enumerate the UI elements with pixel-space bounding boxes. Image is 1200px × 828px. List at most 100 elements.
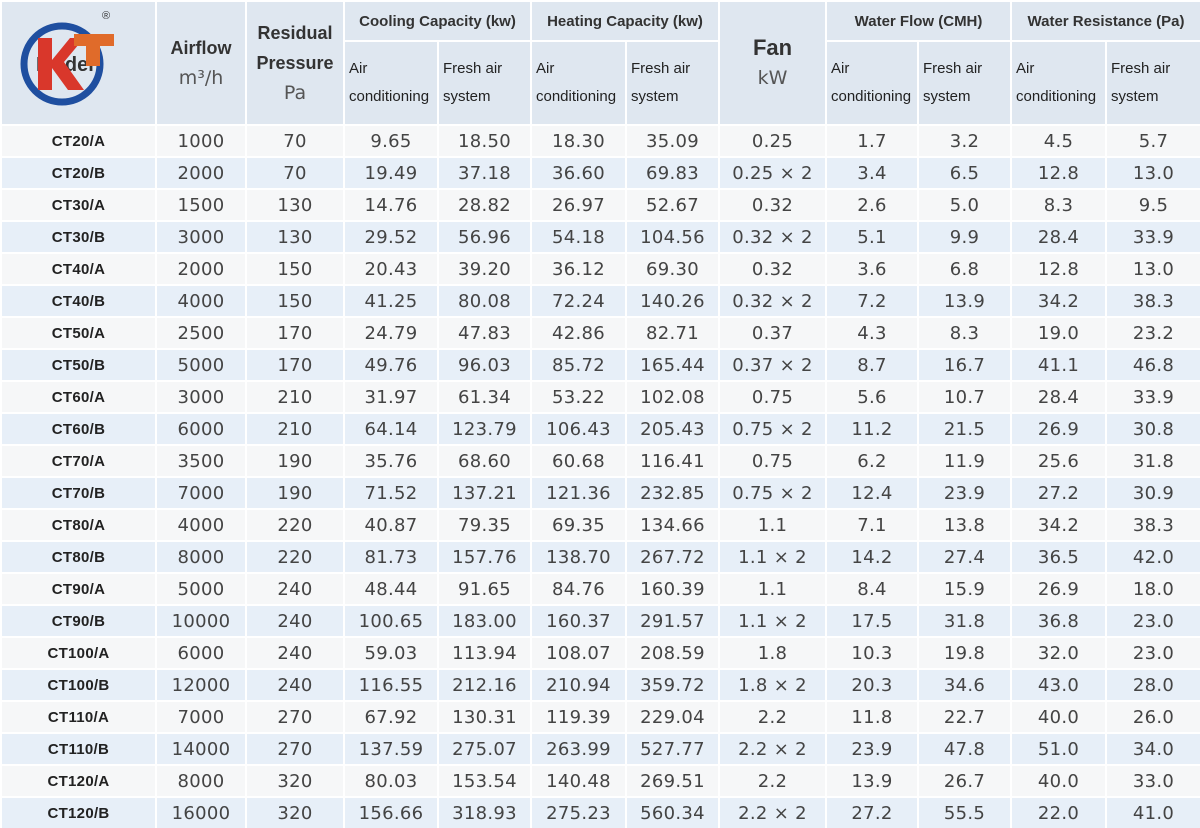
value-cell: 69.35 (530, 508, 627, 542)
value-cell: 1.8 (718, 636, 827, 670)
model-cell: CT100/B (0, 668, 157, 702)
value-cell: 0.32 × 2 (718, 220, 827, 254)
value-cell: 6000 (155, 412, 247, 446)
value-cell: 7.2 (825, 284, 919, 318)
value-cell: 28.0 (1105, 668, 1200, 702)
value-cell: 9.5 (1105, 188, 1200, 222)
value-cell: 20.43 (343, 252, 439, 286)
table-row: CT30/A 1500 130 14.76 28.82 26.97 52.67 0.32 2.6… (0, 188, 1200, 222)
value-cell: 150 (245, 252, 345, 286)
value-cell: 33.0 (1105, 764, 1200, 798)
value-cell: 5.0 (916, 188, 1013, 222)
subheader: Fresh air system (625, 40, 720, 126)
table-row: CT20/B 2000 70 19.49 37.18 36.60 69.83 0.25 × 2… (0, 156, 1200, 190)
value-cell: 26.7 (916, 764, 1013, 798)
registered-mark: ® (102, 10, 111, 22)
value-cell: 320 (245, 764, 345, 798)
value-cell: 59.03 (343, 636, 439, 670)
subheader-row: Air conditioning Fresh air system Air co… (1, 40, 1200, 126)
value-cell: 34.2 (1010, 508, 1108, 542)
cooling-header: Cooling Capacity (kw) (343, 0, 532, 42)
value-cell: 42.86 (530, 316, 627, 350)
subheader: Air conditioning (825, 40, 919, 126)
value-cell: 12.4 (825, 476, 919, 510)
value-cell: 9.65 (343, 124, 439, 158)
value-cell: 190 (245, 476, 345, 510)
value-cell: 48.44 (343, 572, 439, 606)
value-cell: 31.8 (1105, 444, 1200, 478)
value-cell: 19.8 (916, 636, 1013, 670)
value-cell: 291.57 (625, 604, 720, 638)
value-cell: 91.65 (437, 572, 532, 606)
value-cell: 39.20 (437, 252, 532, 286)
value-cell: 0.25 × 2 (718, 156, 827, 190)
value-cell: 54.18 (530, 220, 627, 254)
subheader: Air conditioning (530, 40, 627, 126)
value-cell: 26.97 (530, 188, 627, 222)
model-cell: CT30/B (0, 220, 157, 254)
value-cell: 2000 (155, 156, 247, 190)
value-cell: 3000 (155, 380, 247, 414)
value-cell: 34.0 (1105, 732, 1200, 766)
value-cell: 30.8 (1105, 412, 1200, 446)
value-cell: 1.7 (825, 124, 919, 158)
subheader: Air conditioning (343, 40, 439, 126)
value-cell: 2.2 (718, 700, 827, 734)
value-cell: 2.2 × 2 (718, 732, 827, 766)
value-cell: 102.08 (625, 380, 720, 414)
value-cell: 275.23 (530, 796, 627, 828)
table-row: CT110/A 7000 270 67.92 130.31 119.39 229.04 2.2… (0, 700, 1200, 734)
value-cell: 33.9 (1105, 220, 1200, 254)
value-cell: 0.37 (718, 316, 827, 350)
value-cell: 96.03 (437, 348, 532, 382)
value-cell: 18.30 (530, 124, 627, 158)
value-cell: 232.85 (625, 476, 720, 510)
model-cell: CT90/B (0, 604, 157, 638)
value-cell: 9.9 (916, 220, 1013, 254)
value-cell: 275.07 (437, 732, 532, 766)
value-cell: 165.44 (625, 348, 720, 382)
value-cell: 134.66 (625, 508, 720, 542)
table-row: CT60/B 6000 210 64.14 123.79 106.43 205.43 0.75… (0, 412, 1200, 446)
value-cell: 8000 (155, 540, 247, 574)
model-header: Model ® (0, 0, 157, 126)
value-cell: 34.2 (1010, 284, 1108, 318)
airflow-unit: m³/h (178, 67, 224, 89)
value-cell: 12.8 (1010, 156, 1108, 190)
value-cell: 23.0 (1105, 636, 1200, 670)
value-cell: 22.0 (1010, 796, 1108, 828)
value-cell: 13.9 (916, 284, 1013, 318)
value-cell: 36.5 (1010, 540, 1108, 574)
value-cell: 3.4 (825, 156, 919, 190)
model-cell: CT120/B (0, 796, 157, 828)
value-cell: 19.49 (343, 156, 439, 190)
value-cell: 23.9 (916, 476, 1013, 510)
value-cell: 23.0 (1105, 604, 1200, 638)
value-cell: 22.7 (916, 700, 1013, 734)
value-cell: 23.9 (825, 732, 919, 766)
value-cell: 8.3 (916, 316, 1013, 350)
value-cell: 2500 (155, 316, 247, 350)
value-cell: 157.76 (437, 540, 532, 574)
value-cell: 70 (245, 156, 345, 190)
table-row: CT120/B 16000 320 156.66 318.93 275.23 560.34 2… (0, 796, 1200, 828)
value-cell: 13.9 (825, 764, 919, 798)
value-cell: 170 (245, 316, 345, 350)
value-cell: 53.22 (530, 380, 627, 414)
value-cell: 36.12 (530, 252, 627, 286)
heating-header: Heating Capacity (kw) (530, 0, 720, 42)
value-cell: 8.4 (825, 572, 919, 606)
table-row: CT50/A 2500 170 24.79 47.83 42.86 82.71 0.37 4.3… (0, 316, 1200, 350)
model-cell: CT50/B (0, 348, 157, 382)
value-cell: 26.9 (1010, 572, 1108, 606)
value-cell: 5.6 (825, 380, 919, 414)
value-cell: 205.43 (625, 412, 720, 446)
value-cell: 61.34 (437, 380, 532, 414)
value-cell: 84.76 (530, 572, 627, 606)
value-cell: 23.2 (1105, 316, 1200, 350)
value-cell: 106.43 (530, 412, 627, 446)
model-cell: CT110/A (0, 700, 157, 734)
value-cell: 28.4 (1010, 380, 1108, 414)
